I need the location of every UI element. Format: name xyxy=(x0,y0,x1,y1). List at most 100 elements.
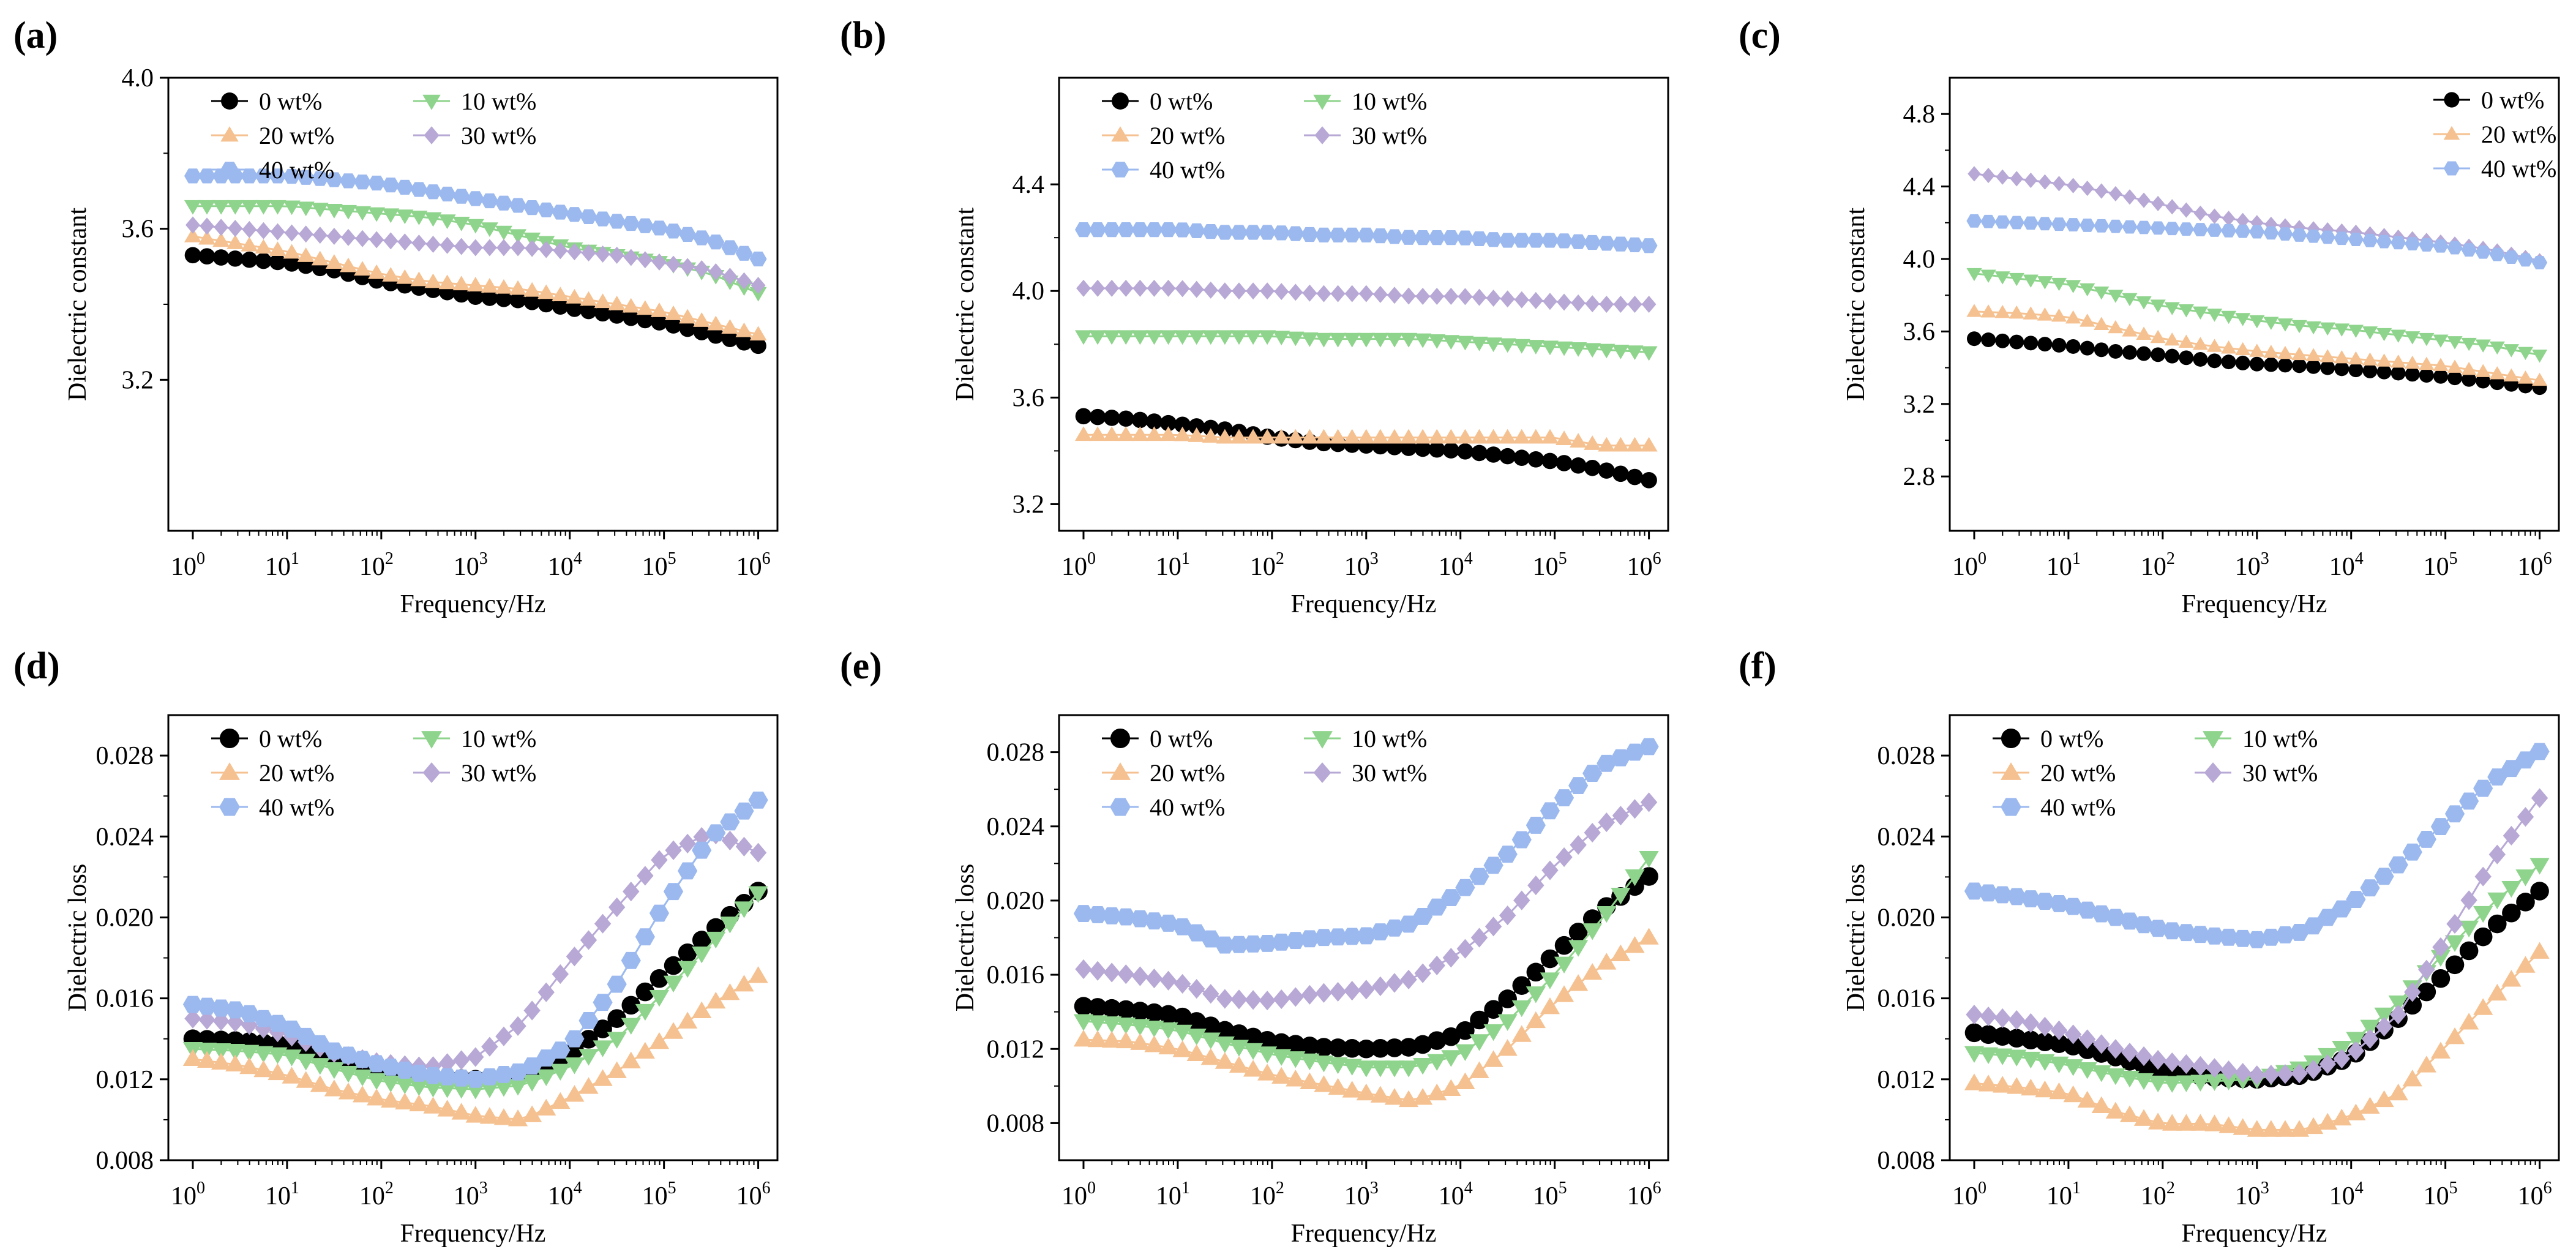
data-point xyxy=(311,171,329,186)
data-point xyxy=(1540,802,1560,820)
data-point xyxy=(1469,868,1489,885)
data-point xyxy=(2119,1105,2140,1122)
data-point xyxy=(2037,276,2053,290)
data-point xyxy=(1526,986,1546,1003)
data-point xyxy=(185,216,200,234)
data-point xyxy=(679,227,697,242)
data-point xyxy=(1428,429,1446,444)
data-point xyxy=(2475,364,2491,377)
data-point xyxy=(594,913,612,934)
data-point xyxy=(382,208,400,223)
data-point xyxy=(2037,337,2053,352)
data-point xyxy=(564,1057,585,1074)
legend-marker xyxy=(1313,94,1331,110)
legend-item: 0 wt% xyxy=(211,88,322,115)
x-tick-label: 106 xyxy=(2518,549,2552,581)
data-point xyxy=(1117,964,1134,984)
data-point xyxy=(2432,937,2449,958)
x-tick-label: 104 xyxy=(1439,549,1473,581)
data-point xyxy=(2050,1020,2068,1040)
data-point xyxy=(580,209,597,225)
x-tick-label: 103 xyxy=(2235,549,2269,581)
data-point xyxy=(2319,1054,2336,1074)
data-point xyxy=(1342,928,1362,945)
data-point xyxy=(1300,1037,1319,1056)
data-point xyxy=(1146,413,1163,430)
series-0wt xyxy=(1966,331,2547,396)
data-point xyxy=(1527,340,1544,354)
data-point xyxy=(1442,1027,1461,1046)
data-point xyxy=(1314,1075,1334,1092)
data-point xyxy=(284,224,299,242)
data-point xyxy=(1271,1033,1291,1052)
data-point xyxy=(424,273,442,288)
legend-label: 40 wt% xyxy=(2040,793,2116,821)
data-point xyxy=(2433,239,2449,253)
data-point xyxy=(451,1103,471,1120)
data-point xyxy=(507,1063,528,1081)
data-point xyxy=(580,930,597,950)
legend-marker xyxy=(1111,126,1129,142)
data-point xyxy=(2263,1065,2280,1085)
data-point xyxy=(1358,285,1374,302)
data-point xyxy=(1260,282,1275,300)
y-tick-label: 3.6 xyxy=(122,216,154,244)
data-point xyxy=(2164,332,2180,346)
data-point xyxy=(2218,1073,2239,1090)
data-point xyxy=(2008,1010,2025,1030)
data-point xyxy=(1230,989,1248,1010)
legend-item: 0 wt% xyxy=(1993,725,2103,752)
data-point xyxy=(1314,1056,1334,1073)
legend-item: 20 wt% xyxy=(2433,121,2556,148)
data-point xyxy=(1598,437,1616,452)
data-point xyxy=(2529,858,2550,875)
data-point xyxy=(2362,233,2378,247)
data-point xyxy=(1497,846,1518,863)
x-tick-label: 103 xyxy=(454,1179,488,1210)
data-point xyxy=(1582,765,1603,782)
data-point xyxy=(2459,941,2479,961)
data-point xyxy=(1386,973,1403,993)
data-point xyxy=(1287,429,1305,444)
data-point xyxy=(2108,320,2124,334)
data-point xyxy=(1513,429,1530,444)
series-40wt xyxy=(1074,222,1658,253)
data-point xyxy=(1161,279,1176,297)
legend-marker xyxy=(219,762,240,780)
data-point xyxy=(1484,1000,1503,1019)
data-point xyxy=(2007,1049,2027,1067)
data-point xyxy=(1117,222,1135,238)
data-point xyxy=(2488,914,2507,934)
panel-label: (c) xyxy=(1739,15,1781,56)
data-point xyxy=(396,269,414,284)
data-point xyxy=(650,969,669,988)
data-point xyxy=(1371,1039,1390,1058)
data-point xyxy=(2305,229,2321,243)
panel-a: (a) 100 101 102 103 104 105 106 3.2 3.6 4.0 Frequen… xyxy=(13,15,779,618)
data-point xyxy=(283,168,301,184)
data-point xyxy=(564,1030,585,1048)
data-point xyxy=(479,1081,500,1098)
data-point xyxy=(1089,408,1106,426)
data-point xyxy=(2206,223,2223,237)
data-point xyxy=(2529,743,2550,760)
data-point xyxy=(1245,225,1262,240)
data-point xyxy=(2133,1073,2154,1090)
data-point xyxy=(1443,287,1459,305)
data-point xyxy=(452,1050,470,1070)
data-point xyxy=(282,1020,302,1038)
data-point xyxy=(2108,290,2124,303)
data-point xyxy=(1980,1006,1997,1027)
data-point xyxy=(493,1065,514,1083)
legend-item: 30 wt% xyxy=(413,759,536,787)
data-point xyxy=(1441,1079,1461,1096)
data-point xyxy=(2023,306,2039,320)
data-point xyxy=(1073,1014,1094,1031)
data-point xyxy=(2009,216,2024,230)
data-point xyxy=(2063,1085,2083,1103)
data-point xyxy=(637,251,653,269)
data-point xyxy=(2051,217,2067,231)
data-point xyxy=(2503,368,2519,382)
data-point xyxy=(1342,1081,1362,1098)
data-point xyxy=(424,212,442,227)
